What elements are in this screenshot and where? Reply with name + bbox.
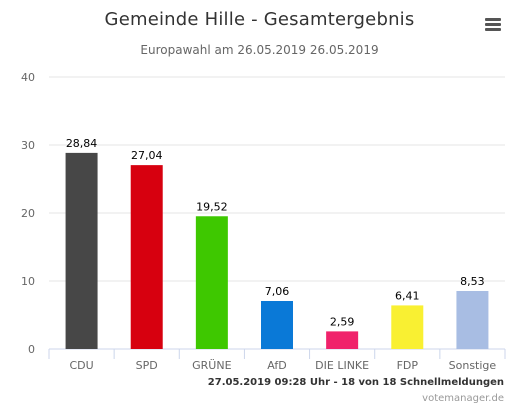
x-tick-label: DIE LINKE xyxy=(315,359,369,372)
credits-link[interactable]: votemanager.de xyxy=(422,393,504,404)
x-tick-label: GRÜNE xyxy=(192,359,231,372)
hamburger-menu-icon[interactable] xyxy=(479,14,503,36)
x-tick-label: FDP xyxy=(397,359,419,372)
timestamp-note: 27.05.2019 09:28 Uhr - 18 von 18 Schnell… xyxy=(207,377,504,388)
x-tick-label: Sonstige xyxy=(449,359,497,372)
data-label: 7,06 xyxy=(265,285,290,298)
y-tick-label: 30 xyxy=(21,139,35,152)
data-label: 2,59 xyxy=(330,315,355,328)
y-tick-label: 20 xyxy=(21,207,35,220)
x-tick-label: SPD xyxy=(136,359,158,372)
bar-gr-ne xyxy=(195,216,228,349)
y-tick-label: 0 xyxy=(28,343,35,356)
bar-spd xyxy=(130,165,163,349)
bar-sonstige xyxy=(456,290,489,349)
data-label: 6,41 xyxy=(395,289,420,302)
y-tick-label: 10 xyxy=(21,275,35,288)
bar-die-linke xyxy=(326,331,359,349)
y-tick-label: 40 xyxy=(21,71,35,84)
bar-cdu xyxy=(65,152,98,349)
bar-fdp xyxy=(391,305,424,349)
x-tick-label: AfD xyxy=(267,359,286,372)
bar-afd xyxy=(261,300,293,349)
data-label: 28,84 xyxy=(66,137,98,150)
x-tick-label: CDU xyxy=(69,359,93,372)
data-label: 27,04 xyxy=(131,149,163,162)
data-label: 19,52 xyxy=(196,200,228,213)
chart-subtitle: Europawahl am 26.05.2019 26.05.2019 xyxy=(140,43,379,57)
data-label: 8,53 xyxy=(460,275,485,288)
chart-title: Gemeinde Hille - Gesamtergebnis xyxy=(104,9,415,30)
